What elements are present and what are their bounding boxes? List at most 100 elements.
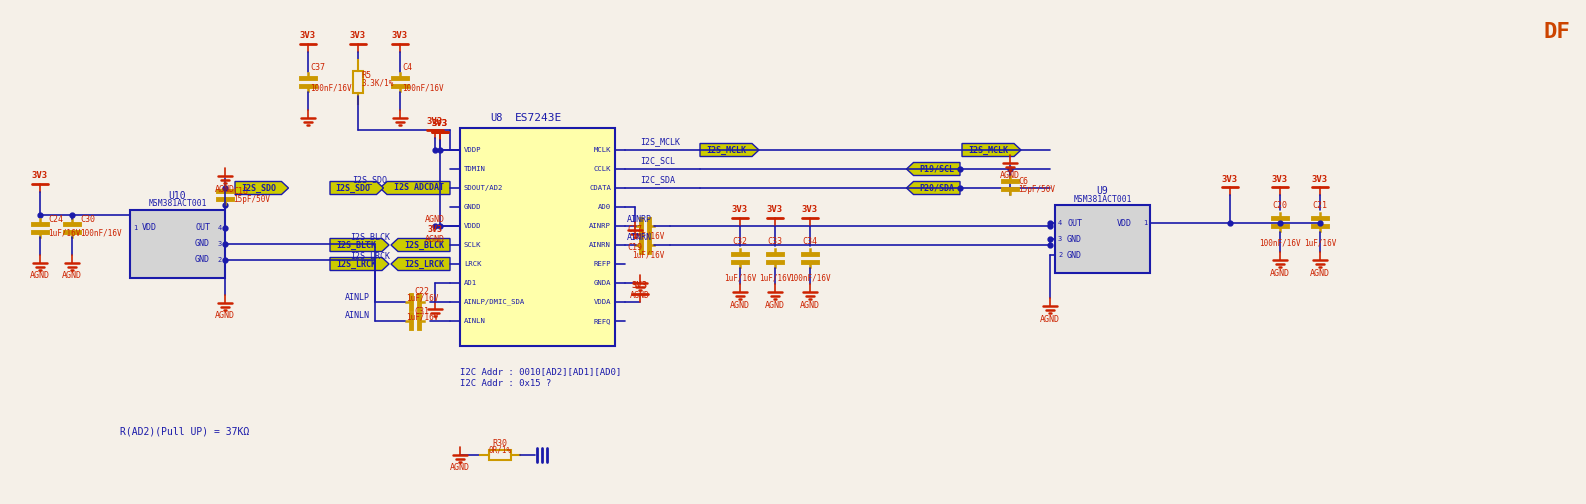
Text: AGND: AGND [62, 272, 82, 281]
Text: C21: C21 [1313, 201, 1327, 210]
Text: SDOUT/AD2: SDOUT/AD2 [465, 185, 503, 191]
Text: 100nF/16V: 100nF/16V [309, 84, 352, 93]
Text: I2C_SCL: I2C_SCL [641, 157, 676, 165]
Text: C22: C22 [414, 287, 430, 296]
Text: VDD: VDD [143, 223, 157, 232]
Text: AGND: AGND [1040, 314, 1059, 324]
Text: 1uF/16V: 1uF/16V [1304, 238, 1335, 247]
Text: U8: U8 [490, 113, 503, 123]
Text: 1uF/16V: 1uF/16V [406, 293, 438, 302]
Text: 4: 4 [1058, 220, 1063, 226]
Text: AD1: AD1 [465, 280, 477, 286]
Text: 3V3: 3V3 [1221, 174, 1239, 183]
Text: AGND: AGND [425, 234, 446, 243]
Text: AGND: AGND [1270, 269, 1289, 278]
Text: P20/SDA: P20/SDA [920, 183, 955, 193]
Text: 15pF/50V: 15pF/50V [1018, 185, 1055, 195]
Text: 1uF/16V: 1uF/16V [631, 250, 665, 260]
Text: GNDD: GNDD [465, 204, 482, 210]
Text: 1uF/16V: 1uF/16V [758, 274, 791, 283]
Text: AGND: AGND [1001, 171, 1020, 180]
Text: I2S_LRCK: I2S_LRCK [404, 260, 444, 269]
Bar [1055, 205, 1150, 273]
Text: R5: R5 [362, 71, 371, 80]
Text: 0R/1%: 0R/1% [488, 446, 512, 455]
Text: AGND: AGND [630, 291, 650, 300]
Text: AGND: AGND [30, 272, 51, 281]
Text: SCLK: SCLK [465, 242, 482, 248]
Text: VDDA: VDDA [593, 299, 611, 305]
Text: I2S_BLCK: I2S_BLCK [336, 240, 376, 249]
Text: DF: DF [1543, 22, 1570, 42]
Text: I2S_SDO: I2S_SDO [352, 175, 387, 184]
Text: 1uF/16V: 1uF/16V [723, 274, 757, 283]
Text: C24: C24 [48, 216, 63, 224]
Text: AINLN: AINLN [346, 311, 370, 321]
Text: R30: R30 [493, 438, 508, 448]
Text: 3V3: 3V3 [631, 282, 649, 290]
Text: C30: C30 [79, 216, 95, 224]
Text: U9: U9 [1096, 186, 1109, 196]
Text: 1uF/16V: 1uF/16V [631, 231, 665, 240]
Text: AGND: AGND [216, 311, 235, 321]
Text: OUT: OUT [1067, 219, 1082, 227]
Text: 100nF/16V: 100nF/16V [1259, 238, 1301, 247]
Text: C20: C20 [1272, 201, 1288, 210]
Text: REFQ: REFQ [593, 318, 611, 324]
Text: 100nF/16V: 100nF/16V [79, 228, 122, 237]
Text: 3.3K/1%: 3.3K/1% [362, 79, 393, 88]
Text: 3V3: 3V3 [351, 31, 366, 40]
Text: 4: 4 [217, 225, 222, 231]
Text: 3V3: 3V3 [431, 119, 449, 129]
Text: 3V3: 3V3 [300, 31, 316, 40]
Polygon shape [235, 181, 289, 195]
Text: GND: GND [195, 256, 209, 265]
Text: REFP: REFP [593, 261, 611, 267]
Text: I2S_MCLK: I2S_MCLK [967, 146, 1009, 155]
Text: C34: C34 [803, 236, 817, 245]
Text: I2S ADCDAT: I2S ADCDAT [393, 183, 444, 193]
Polygon shape [330, 238, 389, 251]
Text: I2S_MCLK: I2S_MCLK [706, 146, 745, 155]
Text: GND: GND [1067, 234, 1082, 243]
Text: I2S_LRCK: I2S_LRCK [336, 260, 376, 269]
Text: 3V3: 3V3 [803, 206, 818, 215]
Text: VDDP: VDDP [465, 147, 482, 153]
Bar [488, 450, 511, 460]
Text: 100nF/16V: 100nF/16V [401, 84, 444, 93]
Polygon shape [907, 181, 960, 195]
Text: MSM381ACT001: MSM381ACT001 [147, 200, 206, 209]
Bar [354, 71, 363, 93]
Text: R(AD2)(Pull UP) = 37KΩ: R(AD2)(Pull UP) = 37KΩ [121, 427, 249, 437]
Text: GNDA: GNDA [593, 280, 611, 286]
Text: C17: C17 [626, 224, 642, 233]
Text: AINRP: AINRP [626, 215, 652, 223]
Text: TDMIN: TDMIN [465, 166, 485, 172]
Text: I2S_BLCK: I2S_BLCK [404, 240, 444, 249]
Text: ES7243E: ES7243E [515, 113, 563, 123]
Text: 100nF/16V: 100nF/16V [790, 274, 831, 283]
Text: AGND: AGND [799, 300, 820, 309]
Text: AINLP: AINLP [346, 292, 370, 301]
Text: AD0: AD0 [598, 204, 611, 210]
Text: C19: C19 [626, 243, 642, 253]
Text: LRCK: LRCK [465, 261, 482, 267]
Text: AINRN: AINRN [626, 233, 652, 242]
Text: AINLP/DMIC_SDA: AINLP/DMIC_SDA [465, 299, 525, 305]
Text: C33: C33 [768, 236, 782, 245]
Text: U10: U10 [168, 191, 186, 201]
Text: AINLN: AINLN [465, 318, 485, 324]
Text: I2S_SDO: I2S_SDO [241, 183, 276, 193]
Text: AGND: AGND [216, 184, 235, 194]
Polygon shape [392, 258, 450, 271]
Text: I2S_SDO: I2S_SDO [336, 183, 371, 193]
Text: 15pF/50V: 15pF/50V [233, 196, 270, 205]
Text: P19/SCL: P19/SCL [920, 164, 955, 173]
Text: I2C_SDA: I2C_SDA [641, 175, 676, 184]
Polygon shape [330, 258, 389, 271]
Text: I2S_LRCK: I2S_LRCK [351, 251, 390, 261]
Text: I2C Addr : 0x15 ?: I2C Addr : 0x15 ? [460, 379, 552, 388]
Polygon shape [699, 144, 760, 157]
Polygon shape [381, 181, 450, 195]
Text: 3V3: 3V3 [392, 31, 408, 40]
